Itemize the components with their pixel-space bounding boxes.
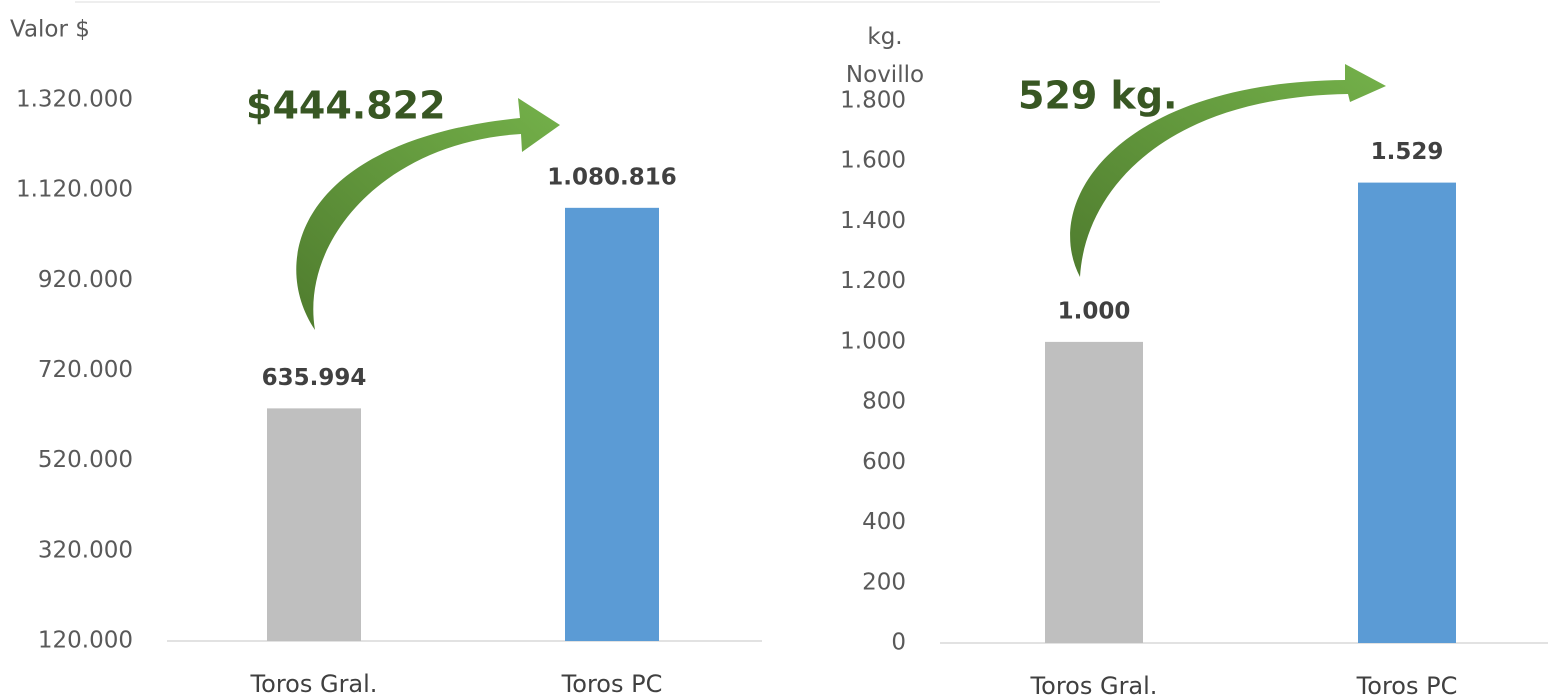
annotation: $444.822	[246, 84, 446, 128]
arrow	[1070, 64, 1386, 277]
y-tick-label: 520.000	[38, 447, 133, 473]
y-tick-label: 400	[862, 509, 906, 535]
value-label: 1.529	[1371, 139, 1444, 165]
y-tick-label: 800	[862, 389, 906, 415]
y-tick-label: 1.600	[840, 148, 906, 174]
y-tick-label: 1.000	[840, 328, 906, 354]
value-label: 1.000	[1058, 298, 1131, 324]
x-tick-label: Toros PC	[1356, 672, 1458, 697]
arrow	[296, 98, 560, 330]
value-label: 635.994	[262, 365, 367, 391]
y-tick-label: 600	[862, 449, 906, 475]
bar	[1045, 341, 1143, 643]
bar	[565, 207, 659, 641]
y-tick-label: 120.000	[38, 628, 133, 654]
y-tick-label: 1.400	[840, 208, 906, 234]
y-tick-label: 0	[891, 630, 906, 656]
y-tick-label: 720.000	[38, 357, 133, 383]
y-axis-label: kg. Novillo	[845, 24, 925, 88]
y-axis-label: Valor $	[10, 17, 90, 43]
y-tick-label: 200	[862, 569, 906, 595]
y-tick-label: 1.800	[840, 88, 906, 114]
bar	[1358, 182, 1456, 643]
annotation: 529 kg.	[1018, 74, 1177, 118]
value-label: 1.080.816	[547, 164, 677, 190]
y-tick-label: 1.200	[840, 268, 906, 294]
x-tick-label: Toros Gral.	[250, 670, 378, 697]
x-tick-label: Toros Gral.	[1030, 672, 1158, 697]
y-tick-label: 920.000	[38, 267, 133, 293]
x-tick-label: Toros PC	[561, 670, 663, 697]
y-tick-label: 1.120.000	[16, 177, 133, 203]
bar	[267, 408, 361, 641]
y-tick-label: 1.320.000	[16, 87, 133, 113]
y-tick-label: 320.000	[38, 537, 133, 563]
